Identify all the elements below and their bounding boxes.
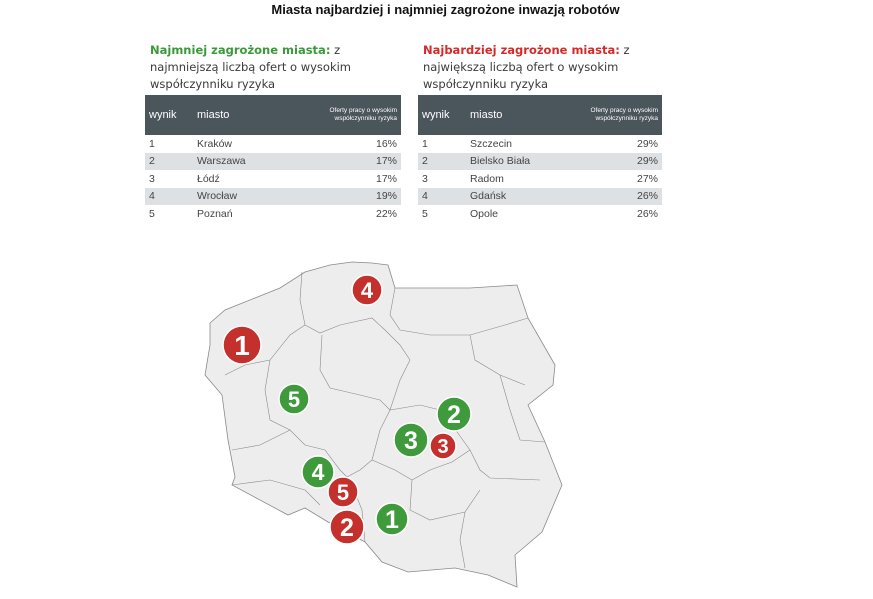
table-row: 4 Gdańsk 26%	[418, 187, 662, 205]
value: 22%	[375, 207, 397, 220]
table-row: 4 Wrocław 19%	[145, 187, 401, 205]
city: Gdańsk	[470, 190, 507, 203]
col-value: Oferty pracy o wysokim współczynniku ryz…	[590, 107, 658, 122]
table-row: 5 Poznań 22%	[145, 205, 401, 223]
table-row: 5 Opole 26%	[418, 205, 662, 223]
marker-green-2-warszawa[interactable]: 2	[436, 396, 472, 432]
least-table: wynik miasto Oferty pracy o wysokim wspó…	[145, 95, 401, 223]
most-table: wynik miasto Oferty pracy o wysokim wspó…	[418, 95, 662, 223]
marker-red-2-bielsko-biala[interactable]: 2	[329, 509, 365, 545]
rank: 4	[422, 190, 428, 203]
least-heading-rest: z najmniejszą liczbą ofert o wysokim wsp…	[150, 43, 352, 91]
rank: 1	[422, 137, 428, 150]
value: 17%	[375, 155, 397, 168]
marker-red-1-szczecin[interactable]: 1	[222, 325, 262, 365]
city: Warszawa	[197, 155, 246, 168]
marker-green-3-lodz[interactable]: 3	[393, 422, 429, 458]
rank: 2	[422, 155, 428, 168]
rank: 5	[422, 207, 428, 220]
value: 19%	[375, 190, 397, 203]
city: Opole	[470, 207, 499, 220]
table-row: 3 Radom 27%	[418, 170, 662, 188]
rank: 1	[149, 137, 155, 150]
rank: 3	[422, 172, 428, 185]
city: Bielsko Biała	[470, 155, 531, 168]
least-threatened-panel: Najmniej zagrożone miasta: z najmniejszą…	[145, 42, 401, 223]
rank: 2	[149, 155, 155, 168]
table-header: wynik miasto Oferty pracy o wysokim wspó…	[145, 95, 401, 135]
table-header: wynik miasto Oferty pracy o wysokim wspó…	[418, 95, 662, 135]
city: Szczecin	[470, 137, 513, 150]
col-rank: wynik	[149, 109, 177, 121]
value: 26%	[636, 190, 658, 203]
svg-text:2: 2	[447, 401, 461, 429]
rank: 5	[149, 207, 155, 220]
most-heading-rest: z największą liczbą ofert o wysokim wspó…	[423, 43, 630, 91]
value: 29%	[636, 137, 658, 150]
marker-green-4-wroclaw[interactable]: 4	[301, 455, 335, 489]
least-heading-highlight: Najmniej zagrożone miasta:	[150, 43, 331, 57]
col-city: miasto	[470, 109, 503, 121]
marker-green-5-poznan[interactable]: 5	[278, 383, 310, 415]
svg-text:5: 5	[288, 387, 300, 412]
most-heading-highlight: Najbardziej zagrożone miasta:	[423, 43, 620, 57]
svg-text:4: 4	[312, 459, 325, 485]
map-markers: 1 4 5 2 3 3 4 5 2 1	[222, 274, 472, 545]
col-value: Oferty pracy o wysokim współczynniku ryz…	[329, 107, 397, 122]
city: Kraków	[197, 137, 233, 150]
svg-text:3: 3	[404, 427, 418, 455]
table-row: 1 Kraków 16%	[145, 135, 401, 153]
value: 17%	[375, 172, 397, 185]
city: Wrocław	[197, 190, 238, 203]
table-row: 2 Bielsko Biała 29%	[418, 152, 662, 170]
value: 26%	[636, 207, 658, 220]
map-outline	[204, 261, 563, 588]
col-city: miasto	[197, 109, 230, 121]
svg-text:5: 5	[337, 480, 349, 505]
table-row: 2 Warszawa 17%	[145, 152, 401, 170]
city: Poznań	[197, 207, 233, 220]
city: Łódź	[197, 172, 220, 185]
most-threatened-panel: Najbardziej zagrożone miasta: z najwięks…	[418, 42, 662, 223]
marker-red-4-gdansk[interactable]: 4	[351, 274, 383, 306]
table-row: 1 Szczecin 29%	[418, 135, 662, 153]
svg-text:4: 4	[361, 278, 374, 303]
city: Radom	[470, 172, 504, 185]
marker-red-5-opole[interactable]: 5	[327, 476, 359, 508]
rank: 3	[149, 172, 155, 185]
value: 29%	[636, 155, 658, 168]
svg-text:1: 1	[234, 330, 250, 361]
svg-text:1: 1	[385, 506, 399, 534]
svg-text:2: 2	[340, 514, 354, 542]
value: 16%	[375, 137, 397, 150]
most-intro: Najbardziej zagrożone miasta: z najwięks…	[423, 42, 662, 93]
marker-green-1-krakow[interactable]: 1	[375, 502, 409, 536]
marker-red-3-radom[interactable]: 3	[429, 432, 457, 460]
page-title: Miasta najbardziej i najmniej zagrożone …	[271, 2, 620, 17]
least-intro: Najmniej zagrożone miasta: z najmniejszą…	[150, 42, 401, 93]
table-row: 3 Łódź 17%	[145, 170, 401, 188]
col-rank: wynik	[422, 109, 450, 121]
rank: 4	[149, 190, 155, 203]
svg-text:3: 3	[437, 436, 448, 458]
value: 27%	[636, 172, 658, 185]
